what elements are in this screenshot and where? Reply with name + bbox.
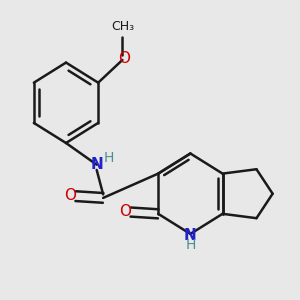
Text: O: O: [118, 51, 130, 66]
Text: O: O: [64, 188, 76, 202]
Text: H: H: [104, 152, 114, 165]
Text: O: O: [119, 203, 131, 218]
Text: N: N: [184, 228, 197, 243]
Text: H: H: [185, 238, 196, 253]
Text: CH₃: CH₃: [111, 20, 134, 32]
Text: N: N: [90, 157, 103, 172]
